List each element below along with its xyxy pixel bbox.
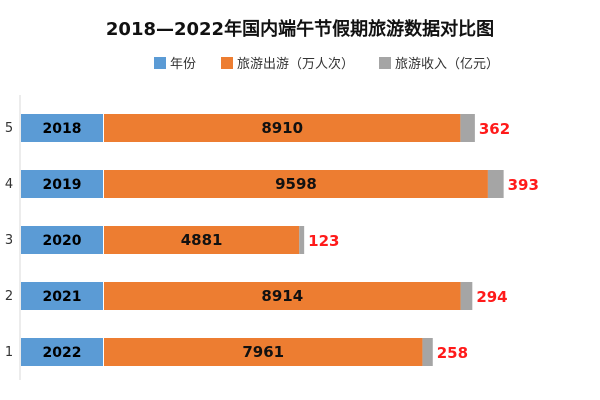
bar-income <box>460 114 475 142</box>
bar-year <box>21 226 103 254</box>
income-label: 362 <box>479 120 510 138</box>
bar-year <box>21 282 103 310</box>
income-label: 258 <box>437 344 468 362</box>
bar-visitors <box>104 114 461 142</box>
visitor-label: 8914 <box>261 287 303 305</box>
income-label: 294 <box>476 288 507 306</box>
y-tick-label: 1 <box>5 345 13 360</box>
bar-year <box>21 114 103 142</box>
y-tick-label: 3 <box>5 233 13 248</box>
visitor-label: 9598 <box>275 175 317 193</box>
bar-visitors <box>104 226 300 254</box>
chart-title: 2018—2022年国内端午节假期旅游数据对比图 <box>106 18 494 40</box>
income-label: 393 <box>508 176 539 194</box>
legend-swatch-0 <box>154 57 166 69</box>
bar-visitors <box>104 338 423 366</box>
y-tick-label: 4 <box>5 177 13 192</box>
bar-income <box>422 338 433 366</box>
bar-visitors <box>104 170 488 198</box>
income-label: 123 <box>308 232 339 250</box>
bar-income <box>460 282 473 310</box>
year-label: 2018 <box>43 121 82 137</box>
bar-series: 2018 8910 362 2019 9598 393 2020 4881 123 2021 891… <box>21 114 539 366</box>
year-label: 2022 <box>43 345 82 361</box>
visitor-label: 4881 <box>181 231 223 249</box>
y-tick-label: 5 <box>5 121 13 136</box>
visitor-label: 7961 <box>242 343 284 361</box>
year-label: 2020 <box>43 233 82 249</box>
bar-year <box>21 170 103 198</box>
legend-label-0: 年份 <box>170 57 196 72</box>
chart-legend: 年份 旅游出游（万人次） 旅游收入（亿元） <box>154 56 499 72</box>
legend-swatch-2 <box>379 57 391 69</box>
legend-label-2: 旅游收入（亿元） <box>395 57 499 72</box>
legend-label-1: 旅游出游（万人次） <box>237 56 354 72</box>
year-label: 2021 <box>43 289 82 305</box>
bar-visitors <box>104 282 461 310</box>
y-axis: 5 4 3 2 1 <box>5 95 21 380</box>
legend-swatch-1 <box>221 57 233 69</box>
y-tick-label: 2 <box>5 289 13 304</box>
bar-income <box>487 170 504 198</box>
visitor-label: 8910 <box>261 119 303 137</box>
year-label: 2019 <box>43 177 82 193</box>
bar-year <box>21 338 103 366</box>
bar-income <box>299 226 305 254</box>
